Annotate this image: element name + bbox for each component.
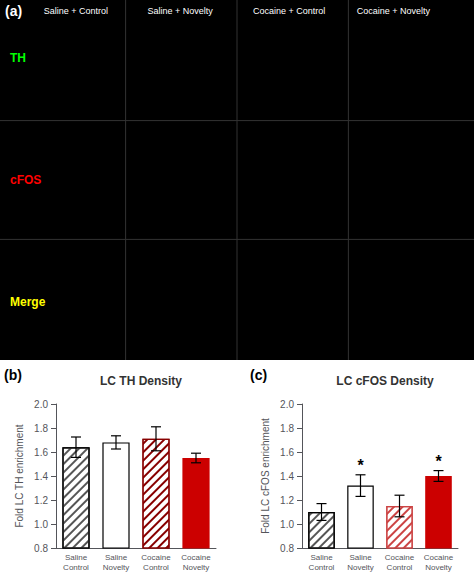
svg-text:1.0: 1.0 [34,519,48,530]
svg-text:(a): (a) [5,3,22,19]
svg-text:0.8: 0.8 [34,543,48,554]
svg-text:Cocaine: Cocaine [181,553,211,562]
svg-text:Cocaine: Cocaine [385,553,415,562]
svg-text:Saline: Saline [65,553,88,562]
svg-text:Saline: Saline [349,553,372,562]
svg-text:1.2: 1.2 [34,495,48,506]
svg-text:Merge: Merge [10,295,46,309]
svg-text:1.8: 1.8 [280,423,294,434]
svg-text:*: * [357,457,364,474]
svg-text:1.0: 1.0 [280,519,294,530]
svg-text:Saline + Novelty: Saline + Novelty [147,6,213,16]
svg-text:Saline: Saline [310,553,333,562]
svg-text:Novelty: Novelty [425,563,452,572]
svg-text:Saline + Control: Saline + Control [44,6,108,16]
svg-text:cFOS: cFOS [10,173,41,187]
svg-text:0.8: 0.8 [280,543,294,554]
svg-text:TH: TH [10,51,26,65]
svg-text:Novelty: Novelty [103,563,130,572]
svg-text:Cocaine + Control: Cocaine + Control [253,6,325,16]
svg-text:Fold LC cFOS enrichment: Fold LC cFOS enrichment [260,418,271,534]
svg-text:1.8: 1.8 [34,423,48,434]
svg-text:Cocaine: Cocaine [424,553,454,562]
svg-text:(c): (c) [250,367,267,383]
svg-text:Control: Control [143,563,169,572]
svg-text:Cocaine + Novelty: Cocaine + Novelty [357,6,431,16]
svg-text:1.4: 1.4 [280,471,294,482]
svg-text:(b): (b) [4,367,22,383]
svg-text:*: * [435,453,442,470]
svg-text:Control: Control [387,563,413,572]
svg-text:1.6: 1.6 [280,447,294,458]
svg-text:LC TH Density: LC TH Density [100,374,182,388]
svg-text:Novelty: Novelty [347,563,374,572]
svg-text:Saline: Saline [105,553,128,562]
svg-text:Control: Control [309,563,335,572]
svg-text:Cocaine: Cocaine [141,553,171,562]
svg-text:2.0: 2.0 [34,399,48,410]
svg-text:Control: Control [63,563,89,572]
svg-text:1.6: 1.6 [34,447,48,458]
svg-text:2.0: 2.0 [280,399,294,410]
svg-text:Fold LC TH enrichment: Fold LC TH enrichment [14,424,25,527]
svg-text:1.4: 1.4 [34,471,48,482]
svg-text:LC cFOS Density: LC cFOS Density [336,374,434,388]
svg-text:Novelty: Novelty [183,563,210,572]
svg-text:1.2: 1.2 [280,495,294,506]
